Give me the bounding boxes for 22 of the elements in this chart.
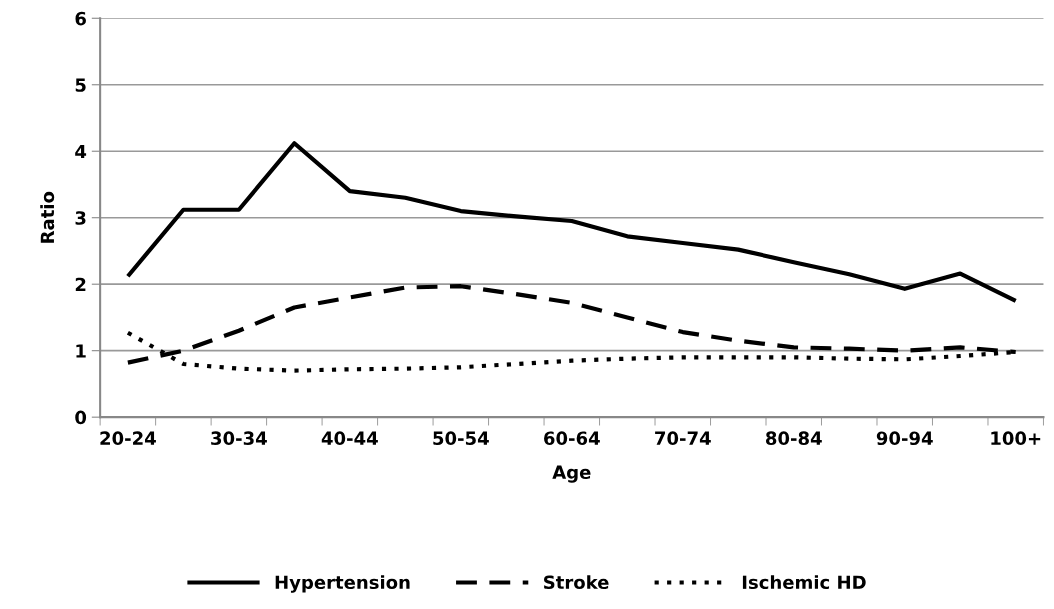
x-tick-label: 40-44 bbox=[321, 431, 378, 446]
y-tick-label: 4 bbox=[75, 144, 87, 159]
legend-label: Stroke bbox=[544, 575, 609, 590]
x-tick-label: 80-84 bbox=[765, 431, 822, 446]
y-tick-label: 3 bbox=[75, 211, 86, 225]
y-tick-label: 6 bbox=[75, 11, 86, 26]
y-tick-label: 5 bbox=[75, 78, 86, 92]
x-tick-label: 60-64 bbox=[544, 431, 600, 446]
y-tick-label: 0 bbox=[75, 410, 87, 425]
x-tick-label: 20-24 bbox=[100, 431, 156, 446]
legend-label: Ischemic HD bbox=[742, 575, 866, 590]
y-tick-label: 1 bbox=[76, 344, 86, 358]
legend-label: Hypertension bbox=[275, 575, 410, 593]
x-tick-label: 30-34 bbox=[211, 431, 267, 446]
y-tick-label: 2 bbox=[75, 277, 86, 292]
x-tick-label: 100+ bbox=[991, 431, 1041, 446]
y-axis-title: Ratio bbox=[40, 191, 55, 243]
x-tick-label: 90-94 bbox=[876, 431, 933, 446]
x-tick-label: 70-74 bbox=[655, 431, 711, 446]
line-series bbox=[125, 141, 1018, 303]
x-axis-title: Age bbox=[552, 465, 591, 483]
x-tick-label: 50-54 bbox=[433, 431, 489, 446]
